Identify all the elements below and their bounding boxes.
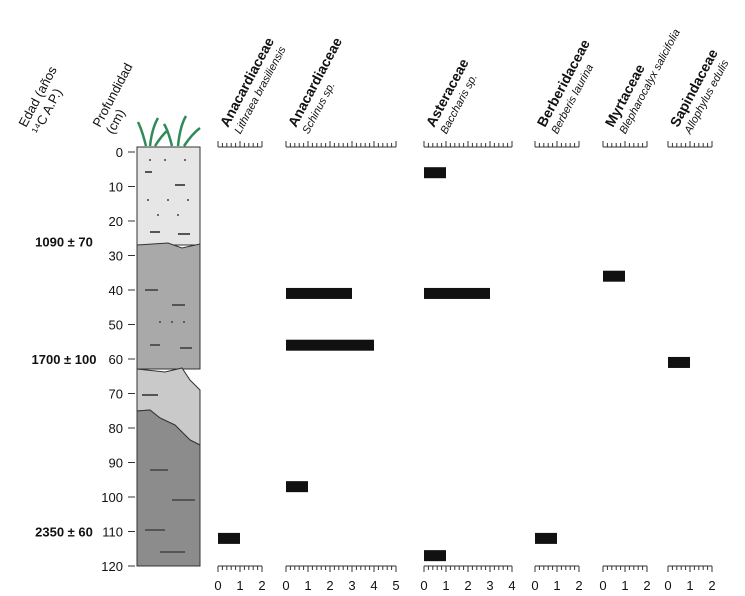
bar [424,288,490,299]
y-tick-label: 30 [109,249,123,264]
x-tick-label: 0 [282,578,289,593]
age-label: 1700 ± 100 [32,352,97,367]
x-tick-label: 4 [508,578,515,593]
page: {"chart_data": {"type": "pollen-diagram"… [0,0,745,596]
bar [424,167,446,178]
bar [286,340,374,351]
x-tick-label: 2 [258,578,265,593]
bar [535,533,557,544]
y-tick-label: 40 [109,283,123,298]
x-tick-label: 1 [686,578,693,593]
x-tick-label: 1 [621,578,628,593]
x-tick-label: 2 [464,578,471,593]
y-tick-label: 50 [109,318,123,333]
y-tick-label: 120 [101,559,123,574]
x-tick-label: 3 [486,578,493,593]
x-tick-label: 1 [236,578,243,593]
grass-icon [138,116,200,146]
bar [218,533,240,544]
bar [424,550,446,561]
y-tick-label: 20 [109,214,123,229]
x-tick-label: 2 [575,578,582,593]
x-tick-label: 0 [531,578,538,593]
y-tick-label: 0 [116,145,123,160]
bar [668,357,690,368]
x-tick-label: 0 [214,578,221,593]
y-tick-label: 70 [109,387,123,402]
y-tick-label: 10 [109,180,123,195]
age-label: 2350 ± 60 [35,525,93,540]
age-label: 1090 ± 70 [35,235,93,250]
x-tick-label: 0 [599,578,606,593]
x-tick-label: 2 [643,578,650,593]
x-tick-label: 3 [348,578,355,593]
x-tick-label: 2 [708,578,715,593]
lithology-column [137,147,200,566]
bar [603,271,625,282]
y-tick-label: 110 [102,525,123,540]
y-tick-label: 60 [109,352,123,367]
x-tick-label: 0 [420,578,427,593]
x-tick-label: 5 [392,578,399,593]
x-tick-label: 0 [664,578,671,593]
x-tick-label: 1 [304,578,311,593]
x-tick-label: 4 [370,578,377,593]
y-tick-label: 80 [109,421,123,436]
x-tick-label: 2 [326,578,333,593]
bar [286,481,308,492]
x-tick-label: 1 [553,578,560,593]
y-tick-label: 90 [109,456,123,471]
chart: 0102030405060708090100110120Edad (años¹⁴… [0,0,745,596]
bar [286,288,352,299]
y-tick-label: 100 [101,490,123,505]
x-tick-label: 1 [442,578,449,593]
